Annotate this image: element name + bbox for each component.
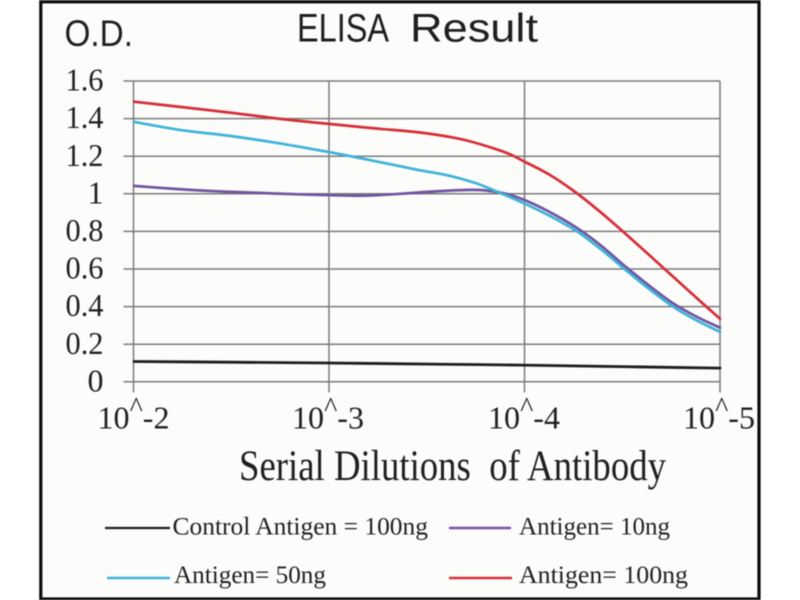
svg-text:0.2: 0.2 bbox=[66, 325, 104, 361]
svg-text:Serial Dilutions of Antibody: Serial Dilutions of Antibody bbox=[239, 443, 666, 490]
svg-text:10^-3: 10^-3 bbox=[292, 393, 364, 436]
svg-text:1.6: 1.6 bbox=[66, 62, 104, 98]
svg-text:Control Antigen = 100ng: Control Antigen = 100ng bbox=[173, 514, 429, 541]
svg-text:Result: Result bbox=[410, 7, 538, 51]
svg-text:1: 1 bbox=[88, 174, 104, 210]
svg-text:0: 0 bbox=[88, 362, 104, 398]
svg-text:0.8: 0.8 bbox=[66, 212, 104, 248]
svg-text:0.6: 0.6 bbox=[66, 250, 104, 286]
svg-text:Antigen= 50ng: Antigen= 50ng bbox=[174, 562, 326, 589]
svg-text:Antigen= 10ng: Antigen= 10ng bbox=[519, 514, 670, 541]
svg-text:1.4: 1.4 bbox=[66, 99, 104, 135]
svg-text:1.2: 1.2 bbox=[66, 137, 104, 173]
svg-text:O.D.: O.D. bbox=[65, 13, 134, 54]
svg-text:Antigen= 100ng: Antigen= 100ng bbox=[519, 562, 689, 589]
svg-text:ELISA: ELISA bbox=[297, 7, 389, 51]
svg-text:0.4: 0.4 bbox=[66, 287, 104, 323]
